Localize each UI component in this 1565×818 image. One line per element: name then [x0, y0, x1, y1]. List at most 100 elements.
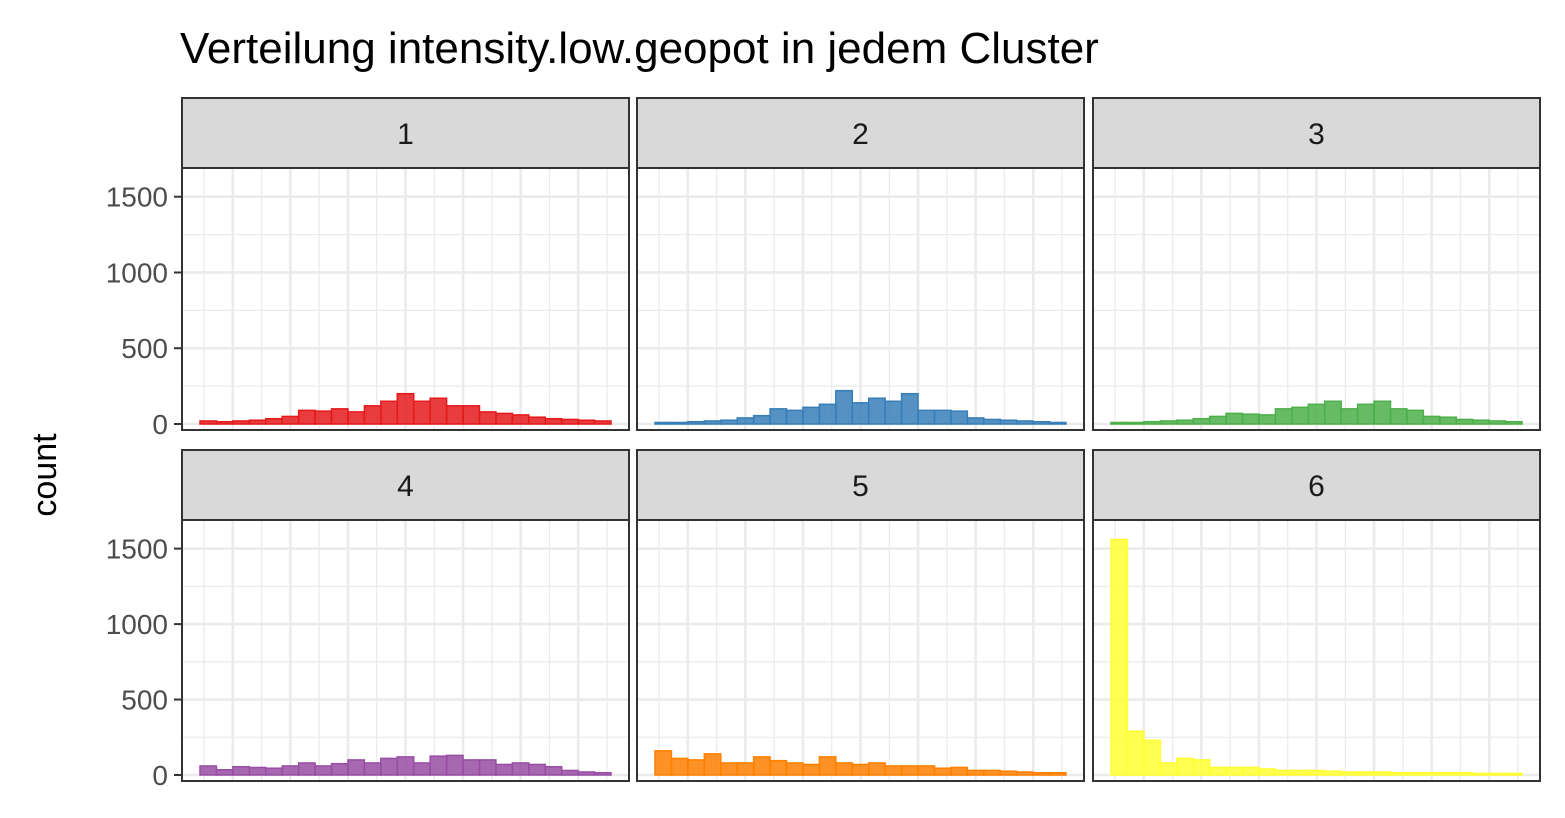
histogram-bar	[1126, 421, 1145, 425]
histogram-bar	[966, 769, 985, 776]
histogram-bar	[1032, 420, 1051, 425]
histogram-bar	[1323, 400, 1342, 425]
y-tick-label: 1500	[106, 534, 168, 565]
histogram-bar	[1241, 413, 1260, 425]
histogram-bar	[1422, 415, 1441, 425]
histogram-bar	[1389, 408, 1408, 425]
histogram-bar	[199, 420, 218, 425]
histogram-bar	[1258, 414, 1277, 425]
facet-panels: 1 0 500 1000 1500 2 3 4 0 500 1000 1500 5 6	[106, 97, 1541, 791]
histogram-bar	[1176, 757, 1194, 776]
histogram-bar	[654, 750, 673, 776]
histogram-bar	[560, 418, 579, 425]
histogram-bar	[1225, 412, 1244, 425]
histogram-bar	[802, 763, 821, 776]
facet-strip-label: 3	[1308, 118, 1325, 151]
panel-border	[636, 519, 1085, 782]
histogram-bar	[577, 771, 596, 776]
vertical-gridlines	[658, 168, 1063, 430]
histogram-bar	[1455, 771, 1474, 776]
y-tick-label: 500	[121, 333, 168, 364]
histogram-bar	[1340, 408, 1359, 425]
histogram-bar	[1015, 420, 1034, 425]
histogram-bar	[966, 417, 985, 425]
histogram-bar	[1291, 406, 1310, 425]
histogram-bar	[1192, 759, 1211, 776]
histogram-bars	[199, 392, 612, 425]
histogram-bar	[917, 765, 936, 776]
histogram-bar	[248, 766, 267, 776]
histogram-bar	[851, 402, 870, 425]
histogram-bar	[818, 756, 837, 776]
histogram-bar	[1274, 408, 1293, 425]
histogram-bar	[785, 762, 804, 776]
histogram-bar	[380, 400, 399, 425]
histogram-bars	[1110, 538, 1523, 776]
histogram-bar	[462, 759, 481, 776]
histogram-bar	[380, 757, 399, 776]
facet-panel-1: 1 0 500 1000 1500	[106, 97, 630, 440]
histogram-bar	[654, 421, 673, 425]
histogram-bar	[867, 397, 886, 425]
histogram-bar	[445, 405, 464, 425]
facet-panel-6: 6	[1092, 449, 1541, 782]
histogram-bar	[950, 766, 969, 776]
histogram-bar	[215, 420, 234, 425]
histogram-bar	[1471, 772, 1490, 776]
histogram-bar	[330, 408, 349, 425]
histogram-bars	[654, 389, 1067, 425]
histogram-bars	[199, 754, 612, 776]
histogram-bar	[347, 411, 366, 425]
y-tick-label: 1000	[106, 257, 168, 288]
histogram-bar	[297, 409, 316, 425]
histogram-bar	[1126, 730, 1145, 776]
histogram-bar	[528, 416, 546, 425]
histogram-bar	[1389, 771, 1408, 776]
histogram-bar	[281, 415, 300, 425]
facet-panel-2: 2	[636, 97, 1085, 431]
facet-strip-label: 2	[852, 118, 869, 151]
panel-border	[181, 167, 630, 431]
histogram-bar	[1323, 770, 1342, 776]
histogram-bars	[1110, 400, 1523, 425]
facet-strip	[181, 97, 630, 169]
histogram-bar	[1048, 771, 1067, 776]
y-tick-label: 0	[152, 760, 168, 791]
histogram-bar	[265, 767, 283, 776]
histogram-bar	[330, 762, 349, 776]
facet-strip-label: 4	[397, 470, 414, 503]
histogram-bar	[917, 409, 936, 425]
histogram-bar	[999, 419, 1018, 425]
facet-panel-5: 5	[636, 449, 1085, 782]
histogram-bar	[950, 410, 969, 425]
facet-panel-4: 4 0 500 1000 1500	[106, 449, 630, 791]
facet-strip	[1092, 97, 1541, 169]
histogram-bar	[577, 419, 596, 425]
histogram-bar	[1192, 417, 1211, 425]
histogram-bar	[687, 420, 706, 425]
histogram-bar	[884, 400, 903, 425]
histogram-bar	[1340, 771, 1359, 776]
histogram-bar	[412, 400, 431, 425]
histogram-bar	[983, 769, 1001, 776]
histogram-bar	[544, 765, 563, 776]
histogram-bar	[544, 417, 563, 425]
y-tick-label: 500	[121, 685, 168, 716]
histogram-bar	[752, 756, 771, 776]
histogram-bar	[1176, 419, 1194, 425]
vertical-gridlines	[658, 520, 1063, 781]
histogram-bar	[1356, 403, 1375, 425]
histogram-bar	[736, 762, 755, 776]
histogram-bar	[265, 417, 283, 425]
histogram-bar	[511, 414, 530, 425]
histogram-bars	[654, 750, 1067, 776]
histogram-bar	[670, 421, 689, 425]
histogram-bar	[297, 762, 316, 776]
facet-strip-label: 1	[397, 118, 414, 151]
histogram-bar	[511, 762, 530, 776]
histogram-bar	[215, 768, 234, 776]
histogram-bar	[1032, 771, 1051, 776]
histogram-bar	[1504, 772, 1523, 776]
histogram-bar	[1274, 769, 1293, 776]
facet-strip	[1092, 449, 1541, 521]
